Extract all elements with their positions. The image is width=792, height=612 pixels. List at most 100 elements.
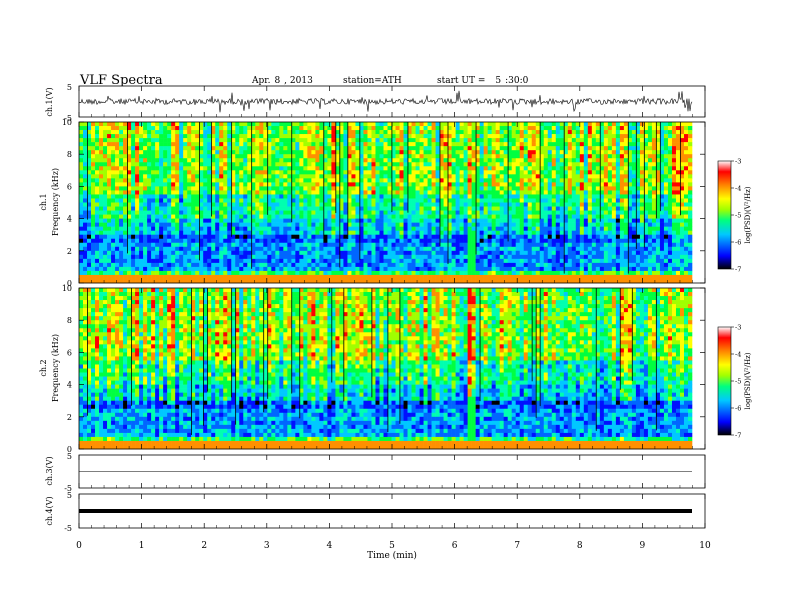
ch1-spectrogram-cell (511, 238, 517, 244)
ch1-spectrogram-cell (79, 166, 84, 171)
ch1-spectrogram-cell (363, 142, 368, 147)
ch1-spectrogram-cell (535, 278, 541, 284)
ch1-spectrogram-cell (359, 262, 364, 268)
ch1-spectrogram-cell (483, 226, 488, 231)
ch1-spectrogram-cell (143, 266, 148, 272)
ch1-spectrogram-cell (343, 142, 348, 147)
ch1-spectrogram-cell (311, 174, 316, 179)
ch1-spectrogram-cell (275, 278, 280, 284)
ch1-spectrogram-cell (155, 262, 160, 268)
ch1-spectrogram-cell (383, 250, 388, 256)
ch1-spectrogram-cell (227, 270, 232, 276)
ch1-spectrogram-cell (243, 162, 248, 167)
ch1-spectrogram-cell (107, 154, 112, 159)
ch1-spectrogram-cell (123, 274, 128, 280)
ch1-spectrogram-cell (395, 274, 400, 280)
ch1-spectrogram-cell (559, 186, 565, 191)
ch1-spectrogram-cell (367, 186, 372, 191)
ch1-spectrogram-cell (275, 258, 280, 264)
ch1-spectrogram-cell (431, 154, 436, 159)
ch1-spectrogram-cell (559, 146, 565, 151)
ch1-spectrogram-cell (275, 126, 280, 131)
ch1-spectrogram-cell (259, 234, 264, 240)
ch1-spectrogram-cell (131, 270, 136, 276)
ch1-spectrogram-cell (247, 214, 252, 219)
ch1-spectrogram-cell (87, 254, 92, 260)
ch1-spectrogram-cell (187, 122, 192, 127)
ch1-spectrogram-cell (407, 174, 412, 179)
ch1-spectrogram-cell (315, 226, 320, 231)
ch1-spectrogram-cell (575, 166, 581, 171)
ch1-spectrogram-cell (319, 238, 324, 244)
ch1-spectrogram-cell (123, 122, 128, 127)
ch1-spectrogram-cell (99, 234, 104, 240)
ch1-spectrogram-cell (399, 166, 404, 171)
ch1-spectrogram-cell (347, 194, 352, 199)
ch1-spectrogram-cell (139, 126, 144, 131)
ch1-spectrogram-cell (167, 198, 172, 203)
ch1-spectrogram-cell (143, 214, 148, 219)
ch1-spectrogram-cell (287, 134, 292, 139)
ch1-spectrogram-cell (519, 250, 525, 256)
ch1-spectrogram-cell (191, 154, 196, 159)
ch1-spectrogram-cell (211, 258, 216, 264)
ch1-spectrogram-cell (415, 234, 420, 240)
ch1-spectrogram-cell (331, 162, 336, 167)
ch1-spectrogram-cell (303, 258, 308, 264)
start-min-sec: :30:0 (505, 76, 529, 86)
ch1-spectrogram-cell (291, 198, 296, 203)
ch1-spectrogram-cell (559, 190, 565, 195)
ch1-spectrogram-cell (215, 122, 220, 127)
ch1-spectrogram-cell (231, 210, 236, 215)
ch1-spectrogram-cell (263, 130, 268, 135)
ch1-spectrogram-cell (439, 250, 444, 256)
ch1-spectrogram-cell (391, 158, 396, 163)
ch1-spectrogram-cell (155, 186, 160, 191)
ch1-spectrogram-cell (367, 138, 372, 143)
ch1-spectrogram-cell (503, 126, 508, 131)
ch1-spectrogram-cell (499, 154, 504, 159)
ch1-spectrogram-cell (507, 206, 513, 211)
ch1-spectrogram-cell (163, 206, 168, 211)
ch1-spectrogram-cell (483, 126, 488, 131)
ch1-spectrogram-cell (447, 138, 452, 143)
ch1-spectrogram-cell (467, 230, 472, 236)
ch1-spectrogram-cell (119, 126, 124, 131)
ch1-spectrogram-cell (383, 214, 388, 219)
ch1-spectrogram-cell (163, 278, 168, 284)
ch1-spectrogram-cell (447, 150, 452, 155)
ch1-spectrogram-cell (411, 278, 416, 284)
ch1-spectrogram-cell (323, 254, 328, 260)
ch1-spectrogram-cell (487, 154, 492, 159)
ch1-spectrogram-cell (247, 278, 252, 284)
ch1-spectrogram-cell (387, 242, 392, 248)
ch1-spectrogram-cell (419, 134, 424, 139)
ch1-spectrogram-cell (447, 238, 452, 244)
ch1-spectrogram-cell (395, 126, 400, 131)
ch1-spectrogram-cell (319, 206, 324, 211)
ch1-spectrogram-cell (287, 138, 292, 143)
ch1-spectrogram-cell (375, 194, 380, 199)
ch1-spectrogram-cell (387, 182, 392, 187)
ch1-spectrogram-cell (387, 170, 392, 175)
ch1-spectrogram-cell (407, 246, 412, 252)
ch1-spectrogram-cell (535, 134, 541, 139)
ch1-spectrogram-cell (479, 122, 484, 127)
ch1-spectrogram-cell (83, 194, 88, 199)
ch1-spectrogram-cell (323, 222, 328, 227)
ch1-spectrogram-cell (515, 146, 521, 151)
ch1-spectrogram-cell (527, 174, 533, 179)
ch1-spectrogram-cell (519, 210, 525, 215)
ch1-spectrogram-cell (79, 266, 84, 272)
ch1-spectrogram-cell (439, 246, 444, 252)
ch1-spectrogram-cell (207, 126, 212, 131)
ch1-spectrogram-cell (495, 222, 500, 227)
ch1-spectrogram-cell (539, 194, 545, 199)
ch1-spectrogram-cell (399, 142, 404, 147)
ch1-spectrogram-cell (535, 222, 541, 227)
ch1-spectrogram-cell (195, 126, 200, 131)
ch1-spectrogram-cell (523, 134, 529, 139)
ch1-spectrogram-cell (195, 274, 200, 280)
ch1-spectrogram-cell (287, 270, 292, 276)
ch1-spectrogram-cell (183, 238, 188, 244)
